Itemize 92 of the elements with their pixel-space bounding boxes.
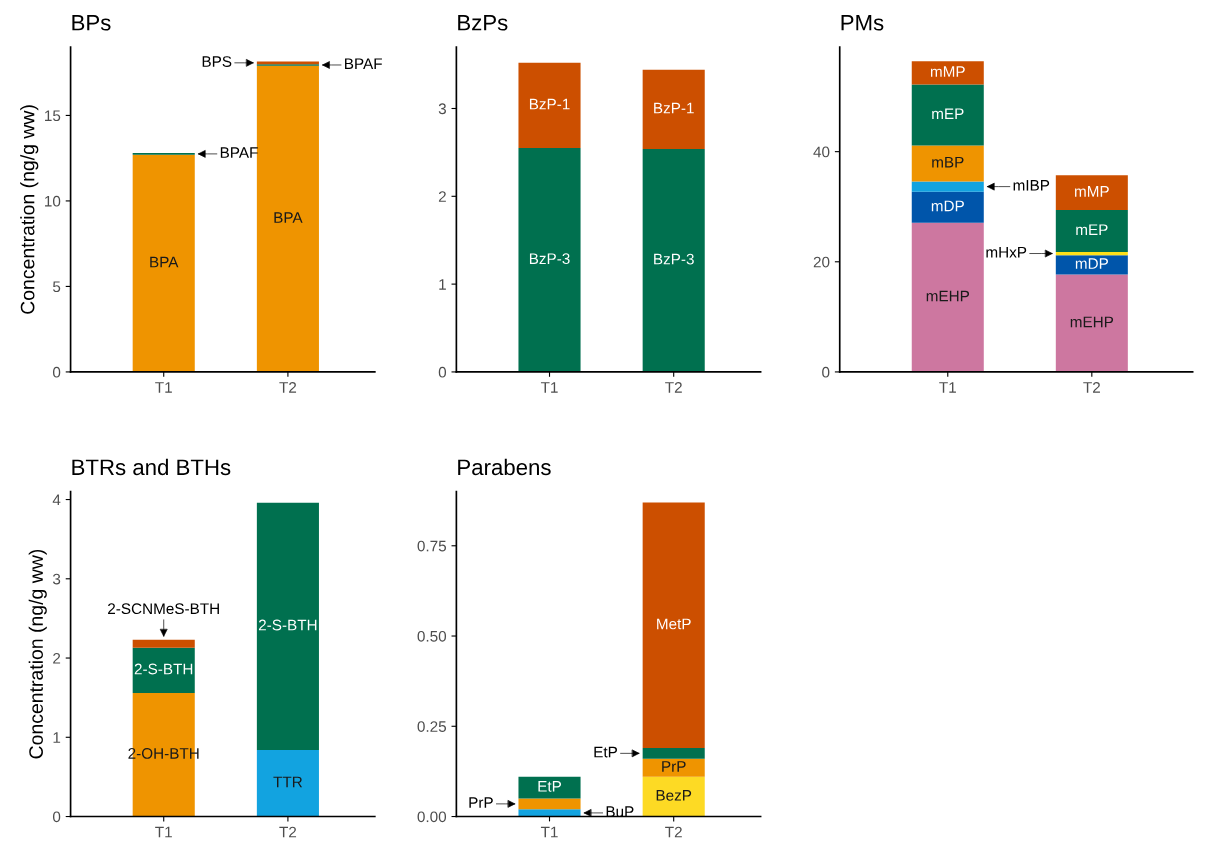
y-tick-label: 0.25 <box>417 721 447 732</box>
y-tick-label: 10 <box>45 195 61 207</box>
y-tick-label: 4 <box>52 494 61 506</box>
series-label: 2-S-BTH <box>134 663 193 675</box>
y-tick-label: 15 <box>45 110 61 122</box>
bar <box>132 639 195 648</box>
bar <box>132 154 195 372</box>
series-label: PrP <box>662 761 686 772</box>
text: mEP <box>932 108 964 119</box>
y-tick-label: 0.75 <box>417 540 447 552</box>
text: 2-S-BTH <box>258 619 317 631</box>
bar <box>911 222 984 372</box>
series-label: mBP <box>932 156 964 168</box>
text: EtP <box>594 746 618 758</box>
series-label: BPA <box>274 212 303 223</box>
bar <box>256 502 319 750</box>
y-tick-label: 1 <box>439 279 446 290</box>
series-label: BPS <box>202 56 232 67</box>
bar <box>642 502 705 748</box>
bar <box>1055 175 1128 211</box>
text: mMP <box>1075 186 1109 197</box>
bar <box>518 62 581 149</box>
series-label: BzP-3 <box>654 253 694 265</box>
series-label: mIBP <box>1013 180 1050 191</box>
text: BPA <box>150 256 179 268</box>
x-tick-label: T1 <box>540 382 558 393</box>
bar <box>256 65 319 372</box>
chart-title: BPs <box>72 15 111 31</box>
x-tick-label: T1 <box>155 382 172 393</box>
series-label: mMP <box>930 66 965 77</box>
x-tick-label: T1 <box>540 826 558 838</box>
bar <box>256 749 319 817</box>
chart-title: PMs <box>841 15 884 31</box>
y-tick-label: 0.50 <box>417 630 447 642</box>
text: mDP <box>931 200 964 212</box>
y-tick-label: 20 <box>813 256 830 268</box>
bar <box>911 61 984 85</box>
y-axis-title: Concentration (ng/g ww) <box>28 549 47 759</box>
bar <box>911 84 984 146</box>
chart-title: Parabens <box>458 458 551 476</box>
bar <box>518 798 581 810</box>
text: 2-SCNMeS-BTH <box>108 603 219 615</box>
series-label: mEHP <box>926 290 970 302</box>
y-tick-label: 3 <box>438 103 446 115</box>
y-tick-label: 0 <box>438 366 447 378</box>
x-tick-label: T1 <box>155 826 172 838</box>
bar <box>518 809 581 817</box>
text: BzP-3 <box>529 253 570 265</box>
x-tick-label: T2 <box>665 826 682 838</box>
bar <box>1055 255 1128 275</box>
y-tick-label: 0 <box>822 366 830 378</box>
bar <box>1055 210 1128 252</box>
bar <box>518 776 581 799</box>
bar <box>911 191 984 223</box>
bar <box>1055 274 1128 372</box>
bar <box>642 776 705 817</box>
series-label: BezP <box>656 790 692 801</box>
y-tick-label: 2 <box>53 652 61 664</box>
y-tick-label: 0 <box>52 811 61 823</box>
x-tick-label: T2 <box>1083 382 1100 393</box>
series-label: mHxP <box>986 246 1027 258</box>
series-label: mEP <box>1076 224 1108 235</box>
text: BzP-1 <box>654 102 694 114</box>
y-tick-label: 3 <box>52 573 61 585</box>
series-label: TTR <box>273 776 303 788</box>
y-axis-title: Concentration (ng/g ww) <box>20 105 39 314</box>
bar <box>642 148 705 372</box>
series-label: BzP-1 <box>529 98 570 110</box>
chart-title: BTRs and BTHs <box>72 458 231 476</box>
bar <box>911 145 984 182</box>
bar <box>642 758 705 777</box>
bar <box>518 148 581 372</box>
text: PrP <box>469 797 493 808</box>
series-label: mDP <box>1075 258 1108 269</box>
bar <box>642 69 705 149</box>
series-label: EtP <box>538 781 562 792</box>
y-tick-label: 2 <box>438 191 446 202</box>
y-tick-label: 5 <box>52 281 61 293</box>
text: mEHP <box>1070 316 1114 328</box>
y-tick-label: 40 <box>813 146 830 158</box>
bar <box>132 647 195 693</box>
y-tick-label: 0 <box>52 366 61 378</box>
x-tick-label: T2 <box>279 382 297 393</box>
chart-title: BzPs <box>458 15 508 31</box>
x-tick-label: T2 <box>665 382 682 393</box>
text: BPAF <box>345 58 382 69</box>
x-tick-label: T2 <box>279 826 297 838</box>
y-tick-label: 0.00 <box>417 811 447 823</box>
y-tick-label: 1 <box>53 732 61 743</box>
series-label: MetP <box>657 618 691 630</box>
x-tick-label: T1 <box>939 382 956 393</box>
bar <box>911 181 984 192</box>
